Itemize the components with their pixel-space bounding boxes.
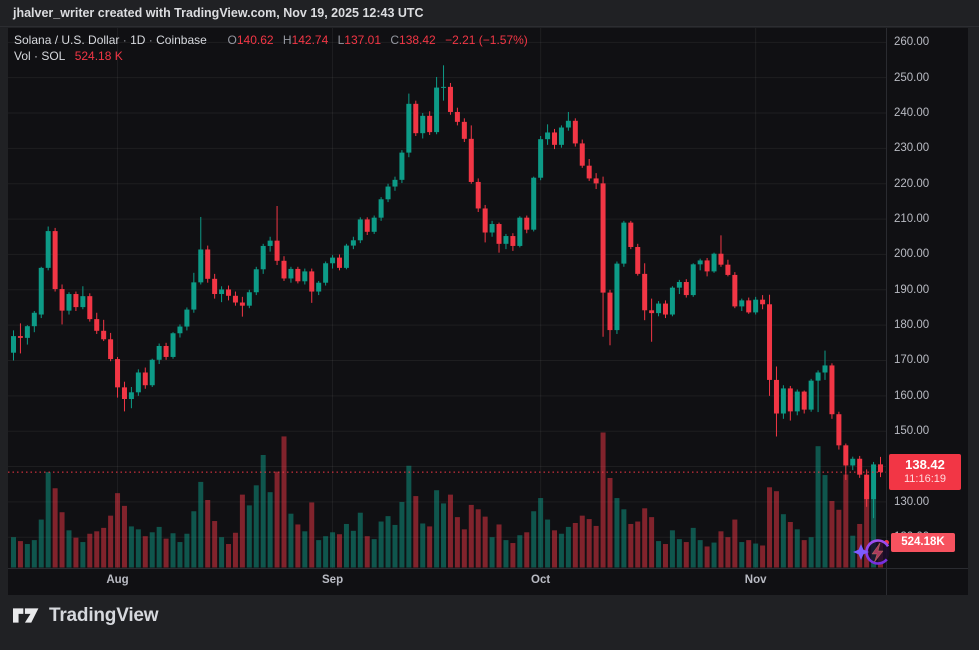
price-tick-label: 210.00 — [894, 213, 930, 226]
low-value: 137.01 — [344, 33, 381, 47]
volume-marker-dot — [884, 539, 889, 545]
change-value: −2.21 (−1.57%) — [445, 33, 528, 47]
legend-volume-row: Vol · SOL 524.18 K — [14, 48, 528, 64]
close-label: C — [390, 33, 400, 47]
price-tick-label: 230.00 — [894, 142, 930, 155]
current-volume-value: 524.18K — [901, 535, 945, 548]
separator-dot: · — [122, 33, 127, 47]
exchange-label: Coinbase — [156, 33, 207, 47]
low-label: L — [337, 33, 345, 47]
price-tick-label: 130.00 — [894, 495, 930, 508]
price-tick-label: 200.00 — [894, 248, 930, 261]
open-label: O — [227, 33, 237, 47]
price-tick-label: 220.00 — [894, 177, 930, 190]
flash-reaction-icon[interactable] — [850, 532, 898, 572]
lightning-bolt-icon — [871, 542, 884, 563]
volume-series-label: Vol · SOL — [14, 49, 66, 63]
price-tick-label: 250.00 — [894, 71, 930, 84]
time-tick-label: Sep — [322, 574, 344, 586]
price-tick-label: 180.00 — [894, 319, 930, 332]
last-price-label: 138.42 11:16:19 — [889, 454, 961, 491]
close-value: 138.42 — [399, 33, 436, 47]
price-tick-label: 260.00 — [894, 36, 930, 49]
last-price-value: 138.42 — [905, 457, 945, 473]
price-tick-label: 170.00 — [894, 354, 930, 367]
time-tick-label: Oct — [531, 574, 551, 586]
tradingview-wordmark: TradingView — [49, 604, 159, 626]
chart-legend: Solana / U.S. Dollar · 1D · Coinbase O14… — [14, 32, 528, 64]
footer-branding: TradingView — [13, 603, 159, 628]
interval-label: 1D — [130, 33, 146, 47]
attribution-bar: jhalver_writer created with TradingView.… — [0, 0, 979, 27]
time-tick-label: Aug — [106, 574, 129, 586]
volume-series-value: 524.18 K — [74, 49, 123, 63]
bar-countdown: 11:16:19 — [903, 473, 946, 486]
open-value: 140.62 — [236, 33, 274, 47]
price-tick-label: 190.00 — [894, 283, 930, 296]
candlestick-chart[interactable] — [8, 28, 968, 595]
symbol-title: Solana / U.S. Dollar — [14, 33, 120, 47]
price-tick-label: 160.00 — [894, 389, 930, 402]
price-tick-label: 240.00 — [894, 107, 930, 120]
tradingview-logo-icon — [13, 608, 39, 623]
chart-frame: Solana / U.S. Dollar · 1D · Coinbase O14… — [8, 28, 968, 595]
current-volume-label: 524.18K — [891, 532, 955, 552]
separator-dot: · — [148, 33, 153, 47]
attribution-text: jhalver_writer created with TradingView.… — [13, 6, 424, 20]
time-tick-label: Nov — [744, 574, 767, 586]
price-tick-label: 150.00 — [894, 425, 930, 438]
high-value: 142.74 — [291, 33, 329, 47]
legend-symbol-row: Solana / U.S. Dollar · 1D · Coinbase O14… — [14, 32, 528, 48]
sparkle-star-icon — [853, 544, 869, 560]
high-label: H — [282, 33, 292, 47]
